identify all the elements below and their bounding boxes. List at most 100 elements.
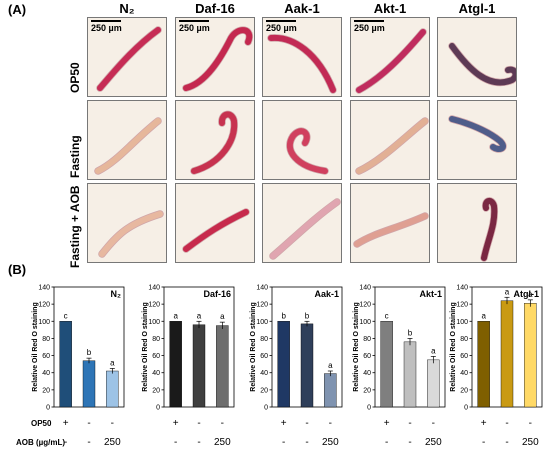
micrograph-tile xyxy=(87,183,167,263)
micrograph-tile xyxy=(437,17,517,97)
aob-mark: 250 xyxy=(521,437,539,448)
significance-letter: b xyxy=(281,311,286,320)
scale-bar xyxy=(91,20,121,22)
op50-mark: + xyxy=(172,418,179,429)
scale-bar xyxy=(266,20,296,22)
row-header: Fasting xyxy=(68,135,82,178)
bar xyxy=(427,359,440,408)
op50-mark: - xyxy=(110,418,114,429)
op50-mark: - xyxy=(305,418,309,429)
significance-letter: b xyxy=(408,328,413,337)
bar xyxy=(192,324,206,408)
scale-bar-label: 250 µm xyxy=(266,23,297,33)
bar xyxy=(216,325,229,408)
aob-mark: - xyxy=(173,437,178,448)
column-header: N₂ xyxy=(119,1,135,16)
significance-letter: c xyxy=(385,311,389,320)
y-tick-label: 0 xyxy=(367,405,371,412)
y-tick-label: 100 xyxy=(148,319,160,326)
y-tick-label: 140 xyxy=(38,285,50,292)
op50-row-label: OP50 xyxy=(31,419,52,428)
y-tick-label: 100 xyxy=(256,319,268,326)
micrograph-tile xyxy=(175,183,255,263)
aob-mark: - xyxy=(281,437,286,448)
significance-letter: a xyxy=(505,287,510,296)
significance-letter: a xyxy=(481,311,486,320)
chart-title: N₂ xyxy=(111,289,122,299)
bar xyxy=(277,321,290,408)
op50-mark: - xyxy=(220,418,224,429)
y-axis-label: Relative Oil Red O staining xyxy=(32,302,39,391)
y-tick-label: 60 xyxy=(152,353,160,360)
y-tick-label: 80 xyxy=(363,336,371,343)
aob-mark: - xyxy=(305,437,309,448)
panel-a-label: (A) xyxy=(8,2,27,17)
y-tick-label: 100 xyxy=(359,319,371,326)
y-tick-label: 40 xyxy=(363,370,371,377)
aob-mark: 250 xyxy=(103,437,121,448)
significance-letter: b xyxy=(305,311,310,320)
aob-row-label: AOB (µg/mL) xyxy=(16,438,66,447)
y-tick-label: 120 xyxy=(256,302,268,309)
bar xyxy=(169,321,182,408)
y-tick-label: 20 xyxy=(363,387,371,394)
op50-mark: + xyxy=(480,418,487,429)
significance-letter: a xyxy=(110,358,115,367)
row-header: Fasting + AOB xyxy=(68,185,82,268)
bar-chart: 0 20 40 60 80 100 120 140 Relative Oil Red O sta… xyxy=(450,272,546,427)
aob-mark: - xyxy=(481,437,486,448)
y-tick-label: 140 xyxy=(359,285,371,292)
op50-mark: - xyxy=(87,418,91,429)
significance-letter: a xyxy=(173,311,178,320)
y-tick-label: 80 xyxy=(152,336,160,343)
bar-chart: 0 20 40 60 80 100 120 140 Relative Oil Red O sta… xyxy=(32,272,128,427)
y-tick-label: 140 xyxy=(256,285,268,292)
chart-title: Atgl-1 xyxy=(514,289,540,299)
y-axis-label: Relative Oil Red O staining xyxy=(450,302,457,391)
y-tick-label: 100 xyxy=(38,319,50,326)
y-tick-label: 100 xyxy=(456,319,468,326)
op50-mark: - xyxy=(431,418,435,429)
aob-mark: - xyxy=(197,437,201,448)
aob-mark: - xyxy=(384,437,389,448)
y-tick-label: 120 xyxy=(38,302,50,309)
bar xyxy=(477,321,490,408)
significance-letter: a xyxy=(197,311,202,320)
op50-mark: - xyxy=(328,418,332,429)
y-tick-label: 40 xyxy=(152,370,160,377)
significance-letter: c xyxy=(64,311,68,320)
bar xyxy=(403,341,417,408)
y-tick-label: 0 xyxy=(264,405,268,412)
bar xyxy=(524,303,537,408)
bar-chart: 0 20 40 60 80 100 120 140 Relative Oil Red O sta… xyxy=(142,272,238,427)
column-header: Daf-16 xyxy=(195,1,235,16)
y-tick-label: 0 xyxy=(156,405,160,412)
op50-mark: - xyxy=(197,418,201,429)
column-header: Aak-1 xyxy=(284,1,320,16)
y-tick-label: 20 xyxy=(460,387,468,394)
micrograph-tile xyxy=(437,183,517,263)
micrograph-tile xyxy=(175,100,255,180)
aob-mark: 250 xyxy=(424,437,442,448)
chart-title: Akt-1 xyxy=(419,289,442,299)
y-axis-label: Relative Oil Red O staining xyxy=(142,302,149,391)
y-tick-label: 40 xyxy=(42,370,50,377)
y-tick-label: 60 xyxy=(42,353,50,360)
y-tick-label: 80 xyxy=(460,336,468,343)
micrograph-tile: 250 µm xyxy=(175,17,255,97)
bar xyxy=(82,360,96,408)
op50-mark: - xyxy=(505,418,509,429)
micrograph-tile xyxy=(87,100,167,180)
scale-bar xyxy=(179,20,209,22)
row-header: OP50 xyxy=(68,62,82,93)
micrograph-tile: 250 µm xyxy=(87,17,167,97)
bar xyxy=(106,370,119,408)
micrograph-tile xyxy=(350,183,430,263)
bar xyxy=(324,373,337,408)
chart-title: Daf-16 xyxy=(203,289,231,299)
significance-letter: a xyxy=(431,346,436,355)
aob-mark: 250 xyxy=(321,437,339,448)
aob-mark: - xyxy=(63,437,68,448)
column-header: Akt-1 xyxy=(373,1,407,16)
y-tick-label: 120 xyxy=(148,302,160,309)
